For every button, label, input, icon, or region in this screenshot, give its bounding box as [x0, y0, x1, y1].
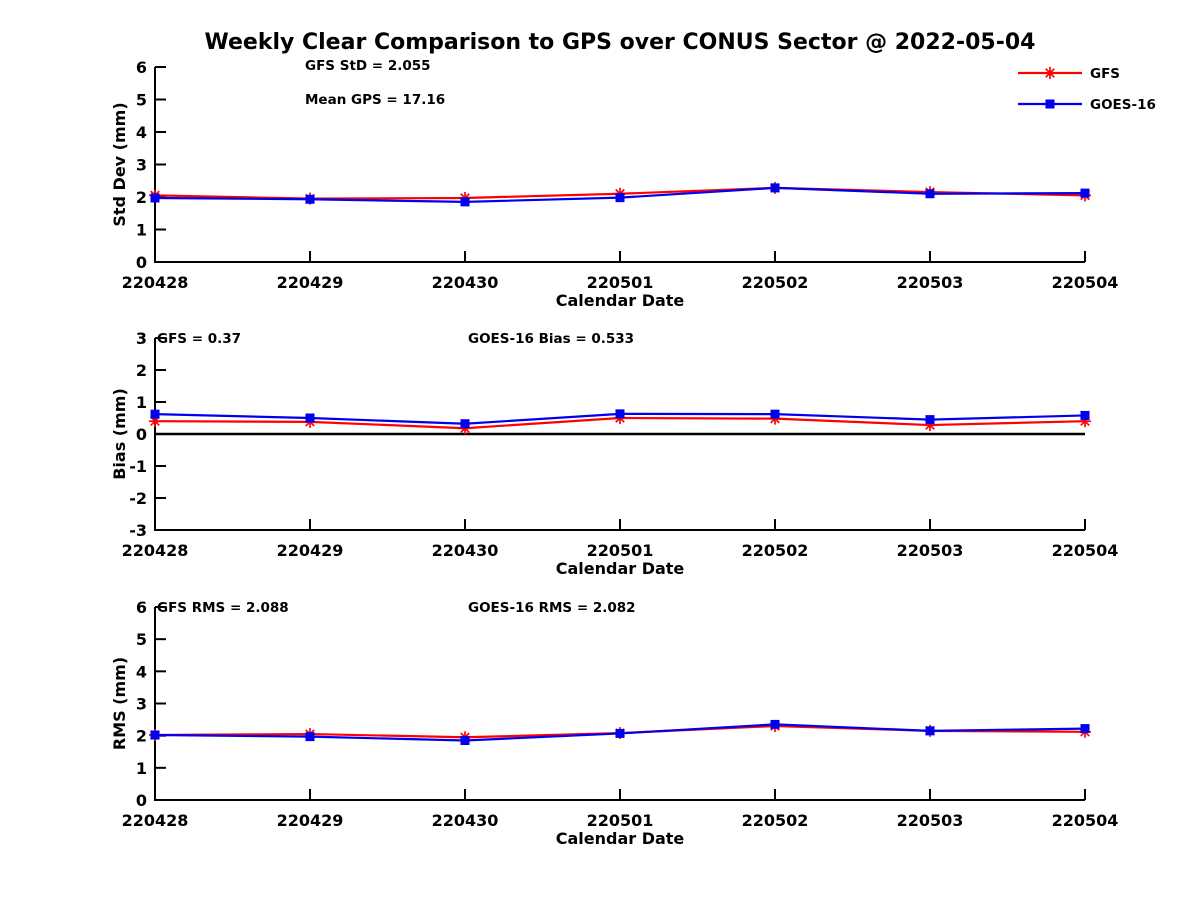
x-tick-label: 220430 [432, 541, 499, 560]
x-tick-label: 220430 [432, 273, 499, 292]
subplot-bias-mm: -3 -2 -1 0 1 2 3 220428 220429 220430 220501 220502… [110, 329, 1118, 578]
x-tick-label: 220504 [1052, 811, 1119, 830]
legend: GFS GOES-16 [1018, 66, 1156, 113]
y-tick-label: 3 [136, 695, 147, 714]
subplot-rms-mm: 0 1 2 3 4 5 6 220428 220429 220430 220501 220502 220… [110, 598, 1118, 848]
annotation: GOES-16 Bias = 0.533 [468, 331, 634, 347]
square-marker [305, 194, 315, 204]
x-tick-label: 220501 [587, 541, 654, 560]
x-tick-label: 220503 [897, 541, 964, 560]
y-tick-label: 1 [136, 393, 147, 412]
y-tick-label: 2 [136, 727, 147, 746]
square-marker [1080, 188, 1090, 198]
x-tick-label: 220429 [277, 811, 344, 830]
y-tick-label: 4 [136, 123, 147, 142]
square-marker [925, 189, 935, 199]
x-tick-label: 220429 [277, 541, 344, 560]
annotation: GFS RMS = 2.088 [157, 600, 289, 616]
legend-label: GFS [1090, 66, 1120, 82]
y-axis-label: RMS (mm) [110, 657, 129, 750]
square-marker [150, 409, 160, 419]
chart-title: Weekly Clear Comparison to GPS over CONU… [204, 30, 1036, 55]
y-tick-label: 2 [136, 361, 147, 380]
square-marker [305, 413, 315, 423]
y-tick-label: 3 [136, 156, 147, 175]
square-marker [1080, 410, 1090, 420]
square-marker [150, 193, 160, 203]
y-tick-label: 0 [136, 791, 147, 810]
x-tick-label: 220504 [1052, 273, 1119, 292]
x-tick-label: 220428 [122, 273, 189, 292]
x-axis-label: Calendar Date [556, 291, 685, 310]
square-marker [460, 735, 470, 745]
square-marker [770, 183, 780, 193]
square-marker [150, 730, 160, 740]
y-axis-label: Std Dev (mm) [110, 102, 129, 226]
y-tick-label: 1 [136, 759, 147, 778]
y-tick-label: 3 [136, 329, 147, 348]
annotation: GFS = 0.37 [157, 331, 241, 347]
square-marker [925, 726, 935, 736]
x-tick-label: 220428 [122, 541, 189, 560]
square-marker [460, 419, 470, 429]
x-tick-label: 220429 [277, 273, 344, 292]
y-tick-label: 5 [136, 630, 147, 649]
square-marker [615, 193, 625, 203]
square-marker [460, 197, 470, 207]
square-marker [770, 719, 780, 729]
square-marker [925, 415, 935, 425]
square-marker [615, 728, 625, 738]
y-tick-label: 5 [136, 91, 147, 110]
subplot-std-dev-mm: 0 1 2 3 4 5 6 220428 220429 220430 220501 220502 220… [110, 58, 1118, 310]
annotation: Mean GPS = 17.16 [305, 92, 445, 108]
x-tick-label: 220501 [587, 273, 654, 292]
x-tick-label: 220504 [1052, 541, 1119, 560]
annotation: GFS StD = 2.055 [305, 58, 431, 74]
x-tick-label: 220428 [122, 811, 189, 830]
y-tick-label: 4 [136, 662, 147, 681]
asterisk-marker [1044, 67, 1056, 79]
square-marker [305, 732, 315, 742]
square-marker [615, 409, 625, 419]
y-tick-label: 6 [136, 58, 147, 77]
x-tick-label: 220501 [587, 811, 654, 830]
x-tick-label: 220502 [742, 273, 809, 292]
y-axis-label: Bias (mm) [110, 388, 129, 480]
x-tick-label: 220430 [432, 811, 499, 830]
x-tick-label: 220502 [742, 811, 809, 830]
y-tick-label: 0 [136, 425, 147, 444]
y-tick-label: -1 [129, 457, 147, 476]
y-tick-label: -2 [129, 489, 147, 508]
y-tick-label: 0 [136, 253, 147, 272]
square-marker [1045, 99, 1055, 109]
y-tick-label: 1 [136, 221, 147, 240]
square-marker [770, 409, 780, 419]
x-tick-label: 220503 [897, 273, 964, 292]
square-marker [1080, 724, 1090, 734]
x-tick-label: 220503 [897, 811, 964, 830]
legend-label: GOES-16 [1090, 97, 1156, 113]
y-tick-label: -3 [129, 521, 147, 540]
x-axis-label: Calendar Date [556, 829, 685, 848]
annotation: GOES-16 RMS = 2.082 [468, 600, 636, 616]
x-axis-label: Calendar Date [556, 559, 685, 578]
y-tick-label: 2 [136, 188, 147, 207]
x-tick-label: 220502 [742, 541, 809, 560]
y-tick-label: 6 [136, 598, 147, 617]
